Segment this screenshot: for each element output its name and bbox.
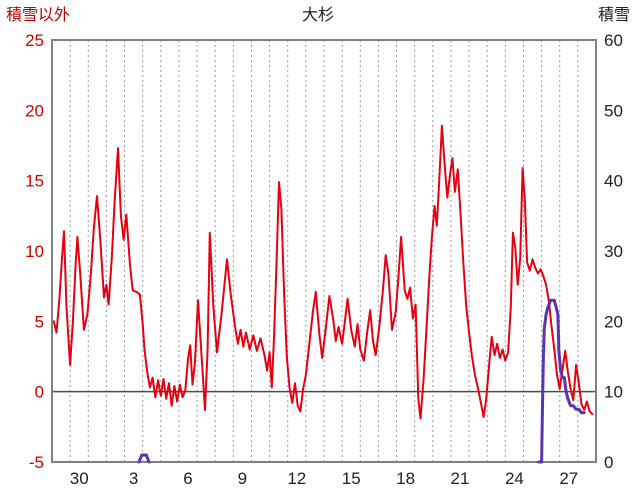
right-tick-label: 20 — [604, 312, 623, 331]
x-tick-label: 3 — [129, 469, 138, 488]
x-tick-label: 24 — [505, 469, 524, 488]
plot-frame — [51, 39, 597, 463]
right-tick-label: 10 — [604, 383, 623, 402]
right-tick-label: 40 — [604, 172, 623, 191]
temperature-line — [52, 124, 594, 420]
x-tick-label: 21 — [451, 469, 470, 488]
snow-depth-line — [537, 298, 586, 464]
left-tick-label: 10 — [25, 242, 44, 261]
x-tick-label: 9 — [238, 469, 247, 488]
right-tick-label: 30 — [604, 242, 623, 261]
left-tick-label: 20 — [25, 101, 44, 120]
x-tick-label: 18 — [396, 469, 415, 488]
x-tick-label: 27 — [559, 469, 578, 488]
left-axis-title: 積雪以外 — [6, 7, 71, 24]
right-axis-title: 積雪 — [597, 7, 630, 24]
left-tick-label: 25 — [25, 31, 44, 50]
left-tick-label: 0 — [35, 383, 44, 402]
right-tick-label: 50 — [604, 101, 623, 120]
x-tick-label: 30 — [70, 469, 89, 488]
snow-depth-line — [137, 453, 151, 464]
x-tick-label: 15 — [342, 469, 361, 488]
right-tick-label: 60 — [604, 31, 623, 50]
page-title: 大杉 — [301, 7, 334, 24]
left-tick-label: 5 — [35, 312, 44, 331]
x-tick-label: 6 — [183, 469, 192, 488]
x-tick-label: 12 — [287, 469, 306, 488]
right-tick-label: 0 — [604, 453, 613, 472]
left-tick-label: -5 — [29, 453, 44, 472]
left-tick-label: 15 — [25, 172, 44, 191]
